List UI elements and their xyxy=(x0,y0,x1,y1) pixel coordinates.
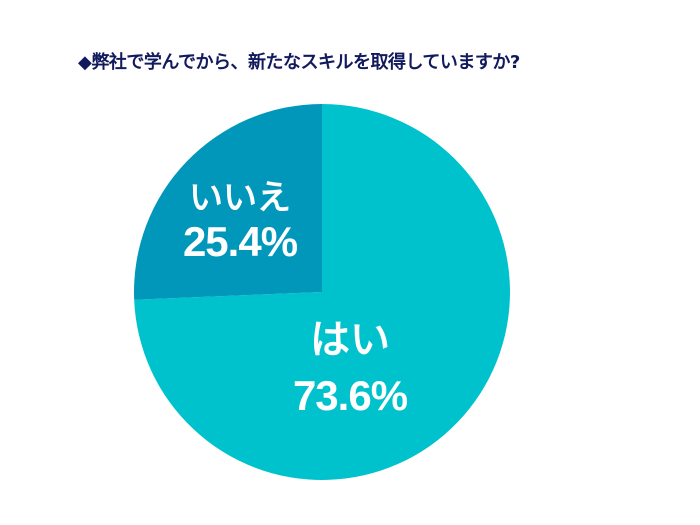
slice-no xyxy=(134,104,322,300)
label-no: いいえ 25.4% xyxy=(160,178,320,266)
label-no-name: いいえ xyxy=(189,179,291,217)
label-no-pct: 25.4% xyxy=(182,218,298,265)
slice-yes xyxy=(134,104,510,480)
label-yes-name: はい xyxy=(310,318,390,362)
label-yes-pct: 73.6% xyxy=(292,372,408,419)
label-yes: はい 73.6% xyxy=(270,316,430,420)
chart-title: ◆弊社で学んでから、新たなスキルを取得していますか? xyxy=(78,52,520,73)
